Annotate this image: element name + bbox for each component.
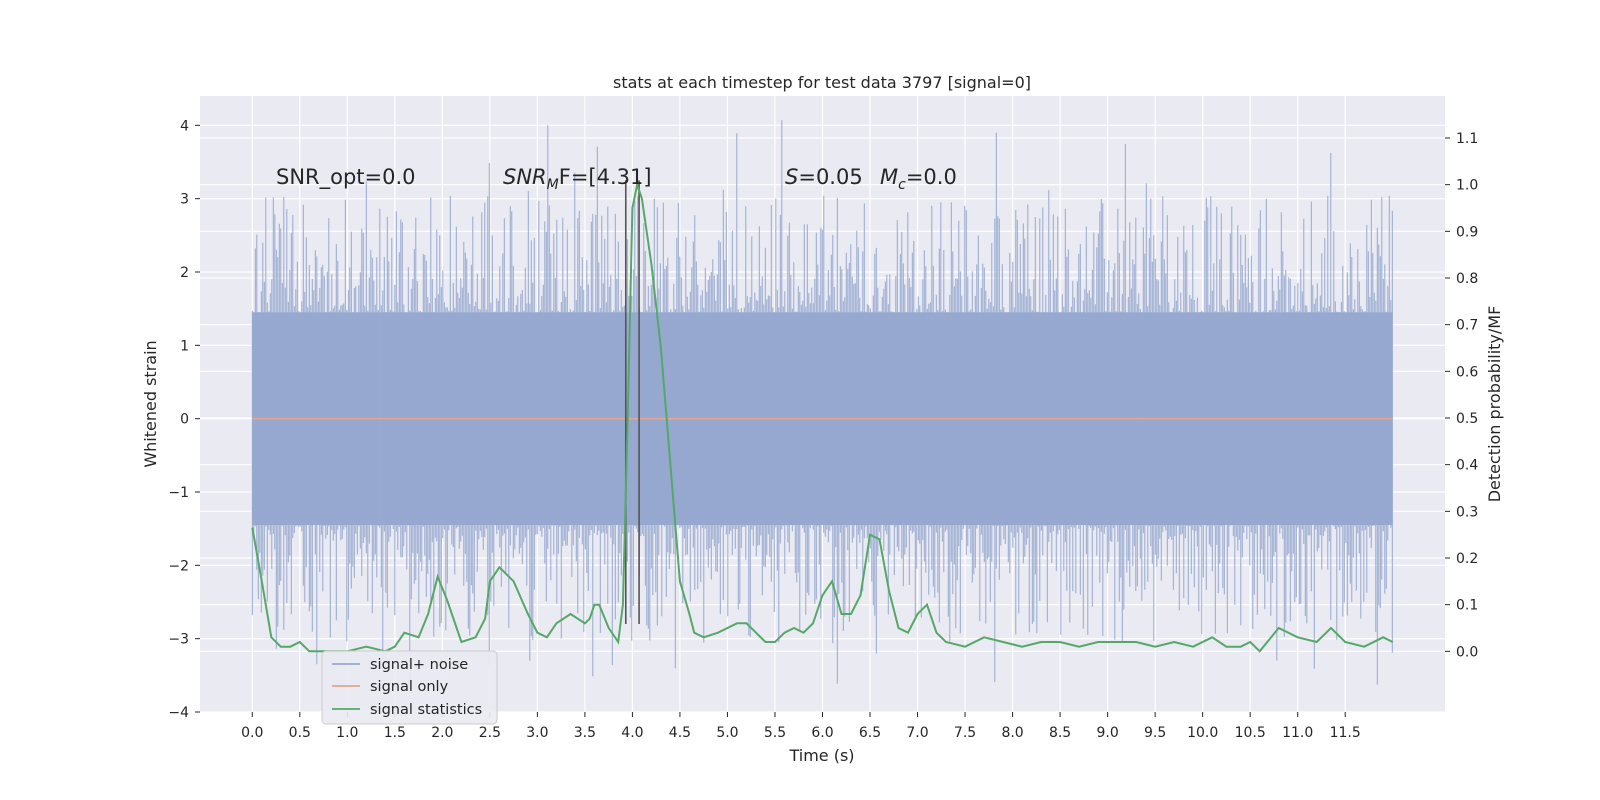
y-tick-label: 1 bbox=[180, 338, 189, 354]
marker-lines bbox=[624, 180, 640, 624]
x-tick-label: 9.0 bbox=[1096, 725, 1118, 741]
series-signal-statistics bbox=[251, 180, 1394, 653]
x-tick-label: 2.0 bbox=[431, 725, 453, 741]
x-tick-label: 11.0 bbox=[1282, 725, 1313, 741]
y-axis-title: Whitened strain bbox=[141, 340, 160, 467]
x-axis-title: Time (s) bbox=[788, 746, 854, 765]
x-tick-label: 9.5 bbox=[1144, 725, 1166, 741]
y-tick-label: 0 bbox=[180, 412, 189, 428]
legend-label-signal-noise: signal+ noise bbox=[370, 657, 468, 673]
x-tick-label: 0.5 bbox=[289, 725, 311, 741]
x-tick-label: 4.0 bbox=[621, 725, 643, 741]
annotation-s: S=0.05 bbox=[785, 165, 863, 189]
x-tick-label: 7.0 bbox=[906, 725, 928, 741]
y-tick-label: 2 bbox=[180, 265, 189, 281]
annotation-mc-value: =0.0 bbox=[906, 165, 957, 189]
x-tick-label: 2.5 bbox=[479, 725, 501, 741]
legend-label-signal-only: signal only bbox=[370, 679, 449, 695]
annotation-mc: Mc=0.0 bbox=[880, 165, 957, 193]
x-tick-label: 8.0 bbox=[1001, 725, 1023, 741]
y2-tick-label: 0.1 bbox=[1456, 598, 1478, 614]
chart-title: stats at each timestep for test data 379… bbox=[613, 73, 1031, 92]
y2-tick-label: 0.3 bbox=[1456, 504, 1478, 520]
x-tick-label: 3.5 bbox=[574, 725, 596, 741]
annotation-snr-mf-sub: M bbox=[547, 177, 559, 193]
y2-tick-label: 0.2 bbox=[1456, 551, 1478, 567]
y-tick-label: −4 bbox=[168, 705, 189, 721]
y2-tick-label: 0.5 bbox=[1456, 411, 1478, 427]
x-tick-label: 1.0 bbox=[336, 725, 358, 741]
x-tick-label: 0.0 bbox=[241, 725, 263, 741]
y2-tick-label: 1.1 bbox=[1456, 131, 1478, 147]
y-axis-left: 4 3 2 1 0 −1 −2 −3 −4 bbox=[168, 118, 200, 721]
x-tick-label: 8.5 bbox=[1049, 725, 1071, 741]
y-tick-label: −1 bbox=[168, 485, 189, 501]
legend-label-signal-statistics: signal statistics bbox=[370, 702, 482, 718]
legend: signal+ noise signal only signal statist… bbox=[321, 650, 498, 725]
y-axis-right: 1.1 1.0 0.9 0.8 0.7 0.6 0.5 0.4 0.3 0.2 0.1 0.0 bbox=[1445, 131, 1478, 660]
annotation-mc-sub: c bbox=[898, 177, 906, 193]
y2-tick-label: 0.9 bbox=[1456, 224, 1478, 240]
annotation-snr-mf: SNRMF=[4.31] bbox=[503, 165, 652, 193]
x-tick-label: 10.0 bbox=[1187, 725, 1218, 741]
y2-tick-label: 0.0 bbox=[1456, 644, 1478, 660]
annotation-s-value: =0.05 bbox=[798, 165, 862, 189]
x-tick-label: 5.0 bbox=[716, 725, 738, 741]
y2-tick-label: 1.0 bbox=[1456, 178, 1478, 194]
annotation-snr-mf-rest: F=[4.31] bbox=[559, 165, 652, 189]
x-tick-label: 7.5 bbox=[954, 725, 976, 741]
x-tick-label: 3.0 bbox=[526, 725, 548, 741]
signal-statistics-line bbox=[251, 180, 1394, 653]
x-axis: 0.0 0.5 1.0 1.5 2.0 2.5 3.0 3.5 4.0 4.5 5.0 5.5 6.0 6… bbox=[241, 712, 1361, 741]
annotation-snr-opt: SNR_opt=0.0 bbox=[276, 165, 416, 190]
y2-tick-label: 0.6 bbox=[1456, 364, 1478, 380]
y-tick-label: −3 bbox=[168, 632, 189, 648]
annotation-mc-var: M bbox=[880, 165, 898, 189]
y2-tick-label: 0.7 bbox=[1456, 318, 1478, 334]
x-tick-label: 6.5 bbox=[859, 725, 881, 741]
legend-box bbox=[321, 650, 498, 725]
x-tick-label: 4.5 bbox=[669, 725, 691, 741]
x-tick-label: 10.5 bbox=[1235, 725, 1266, 741]
x-tick-label: 6.0 bbox=[811, 725, 833, 741]
y2-tick-label: 0.4 bbox=[1456, 458, 1478, 474]
y-tick-label: 3 bbox=[180, 192, 189, 208]
annotation-snr-mf-base: SNR bbox=[503, 165, 547, 189]
y-tick-label: 4 bbox=[180, 118, 189, 134]
annotation-s-var: S bbox=[785, 165, 798, 189]
y2-axis-title: Detection probability/MF bbox=[1485, 306, 1504, 503]
x-tick-label: 1.5 bbox=[384, 725, 406, 741]
x-tick-label: 11.5 bbox=[1330, 725, 1361, 741]
y-tick-label: −2 bbox=[168, 558, 189, 574]
y2-tick-label: 0.8 bbox=[1456, 271, 1478, 287]
x-tick-label: 5.5 bbox=[764, 725, 786, 741]
